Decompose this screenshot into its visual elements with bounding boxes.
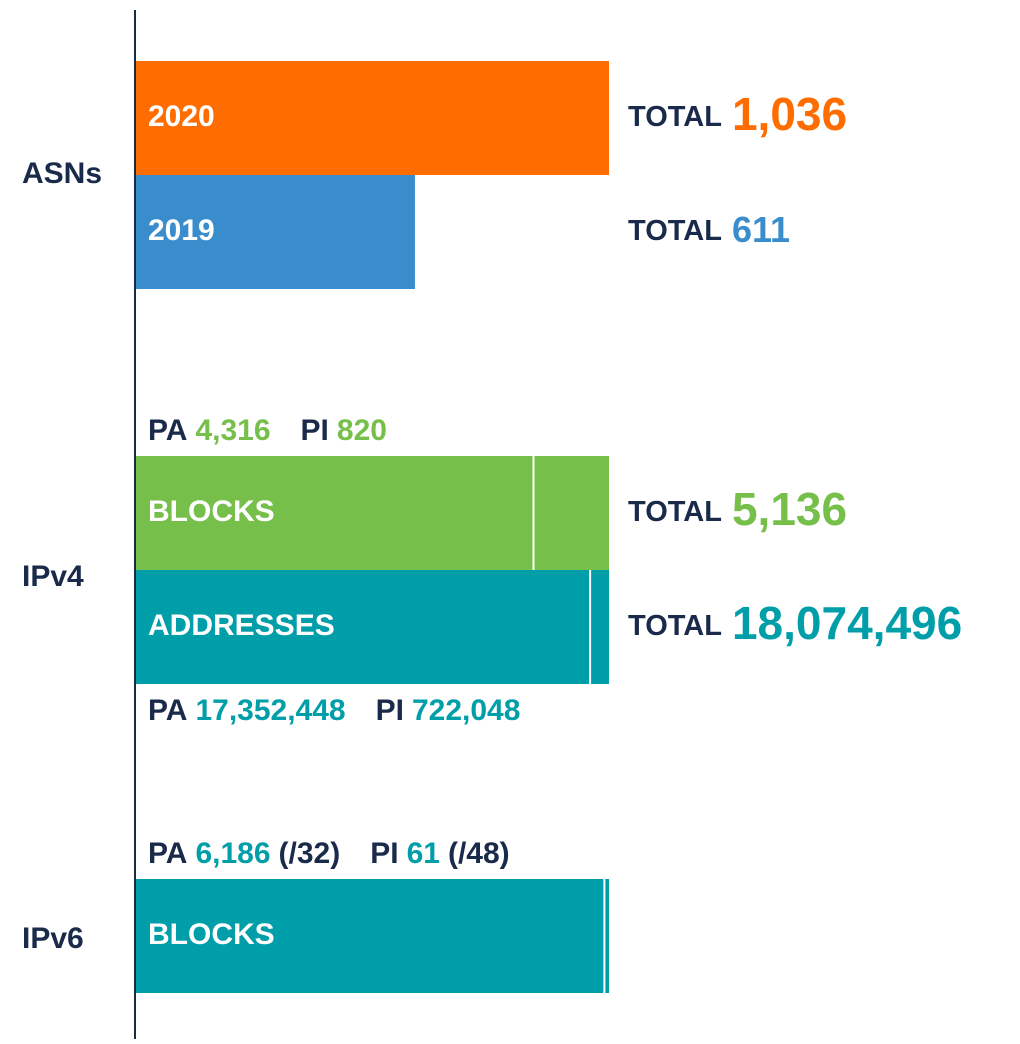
- total-value: 611: [732, 209, 790, 250]
- pa-unit: (/32): [279, 837, 341, 870]
- pa-word: PA: [148, 694, 187, 727]
- group-label: ASNs: [22, 157, 102, 190]
- pi-word: PI: [370, 837, 398, 870]
- pi-unit: (/48): [448, 837, 510, 870]
- bar-label: BLOCKS: [148, 495, 275, 528]
- bar-segment: [590, 570, 609, 684]
- total-value: 18,074,496: [732, 597, 962, 649]
- bar-label: ADDRESSES: [148, 609, 335, 642]
- pa-word: PA: [148, 414, 187, 447]
- total-word: TOTAL: [628, 215, 722, 247]
- total-word: TOTAL: [628, 610, 722, 642]
- pa-word: PA: [148, 837, 187, 870]
- total-word: TOTAL: [628, 101, 722, 133]
- bar-segment: [533, 456, 609, 570]
- bar-segment: [136, 456, 534, 570]
- pi-value: 820: [337, 414, 387, 447]
- pi-word: PI: [376, 694, 404, 727]
- total-label: TOTAL 1,036: [628, 88, 847, 140]
- bar-label: 2019: [148, 214, 215, 247]
- pa-value: 4,316: [195, 414, 270, 447]
- bar-segment: [604, 879, 609, 993]
- bar: [136, 61, 609, 175]
- bar-segment: [136, 570, 591, 684]
- total-value: 1,036: [732, 88, 847, 140]
- total-word: TOTAL: [628, 496, 722, 528]
- pi-value: 722,048: [412, 694, 520, 727]
- group-label: IPv6: [22, 922, 84, 955]
- pi-word: PI: [301, 414, 329, 447]
- total-label: TOTAL 18,074,496: [628, 597, 962, 649]
- pa-value: 17,352,448: [195, 694, 345, 727]
- bar: [136, 175, 415, 289]
- pa-pi-line: PA 4,316 PI 820: [148, 414, 387, 447]
- group-label: IPv4: [22, 560, 84, 593]
- total-label: TOTAL 611: [628, 209, 790, 250]
- pi-value: 61: [407, 837, 440, 870]
- pa-value: 6,186: [195, 837, 270, 870]
- bar-label: BLOCKS: [148, 918, 275, 951]
- pa-pi-line: PA 17,352,448 PI 722,048: [148, 694, 520, 727]
- bar-segment: [136, 879, 605, 993]
- total-value: 5,136: [732, 483, 847, 535]
- total-label: TOTAL 5,136: [628, 483, 847, 535]
- pa-pi-line: PA 6,186 (/32) PI 61 (/48): [148, 837, 510, 870]
- bar-label: 2020: [148, 100, 215, 133]
